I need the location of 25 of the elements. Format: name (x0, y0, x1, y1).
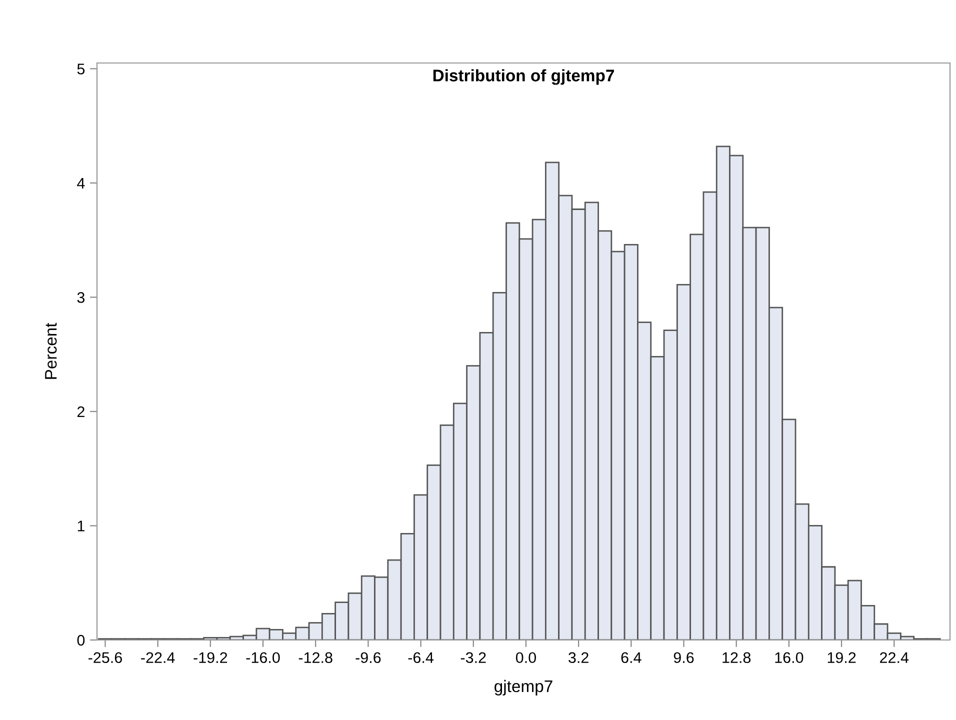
x-tick-label: -9.6 (356, 652, 381, 664)
y-axis-title: Percent (45, 322, 57, 379)
y-tick-label: 2 (77, 406, 84, 418)
x-tick-label: 16.0 (775, 652, 804, 664)
x-tick-label: 3.2 (568, 652, 588, 664)
x-tick-label: 0.0 (516, 652, 536, 664)
x-tick-label: 6.4 (621, 652, 642, 664)
chart-title: Distribution of gjtemp7 (433, 69, 614, 85)
x-tick-label: 19.2 (828, 652, 856, 664)
y-tick-label: 3 (77, 292, 85, 303)
x-tick-label: -3.2 (460, 652, 486, 664)
y-tick-label: 1 (78, 520, 84, 532)
x-tick-label: -6.4 (408, 652, 434, 664)
x-tick-label: -22.4 (141, 652, 175, 663)
x-tick-label: -16.0 (246, 652, 280, 664)
x-tick-label: 22.4 (880, 652, 909, 663)
x-tick-label: -25.6 (88, 652, 122, 664)
x-tick-label: -12.8 (298, 652, 332, 664)
y-tick-label: 5 (77, 64, 85, 74)
x-tick-label: 9.6 (674, 652, 694, 664)
x-axis-title: gjtemp7 (494, 680, 552, 696)
x-tick-label: 12.8 (722, 652, 751, 664)
y-tick-label: 0 (77, 634, 85, 646)
x-tick-label: -19.2 (194, 652, 228, 664)
y-tick-label: 4 (77, 178, 85, 189)
